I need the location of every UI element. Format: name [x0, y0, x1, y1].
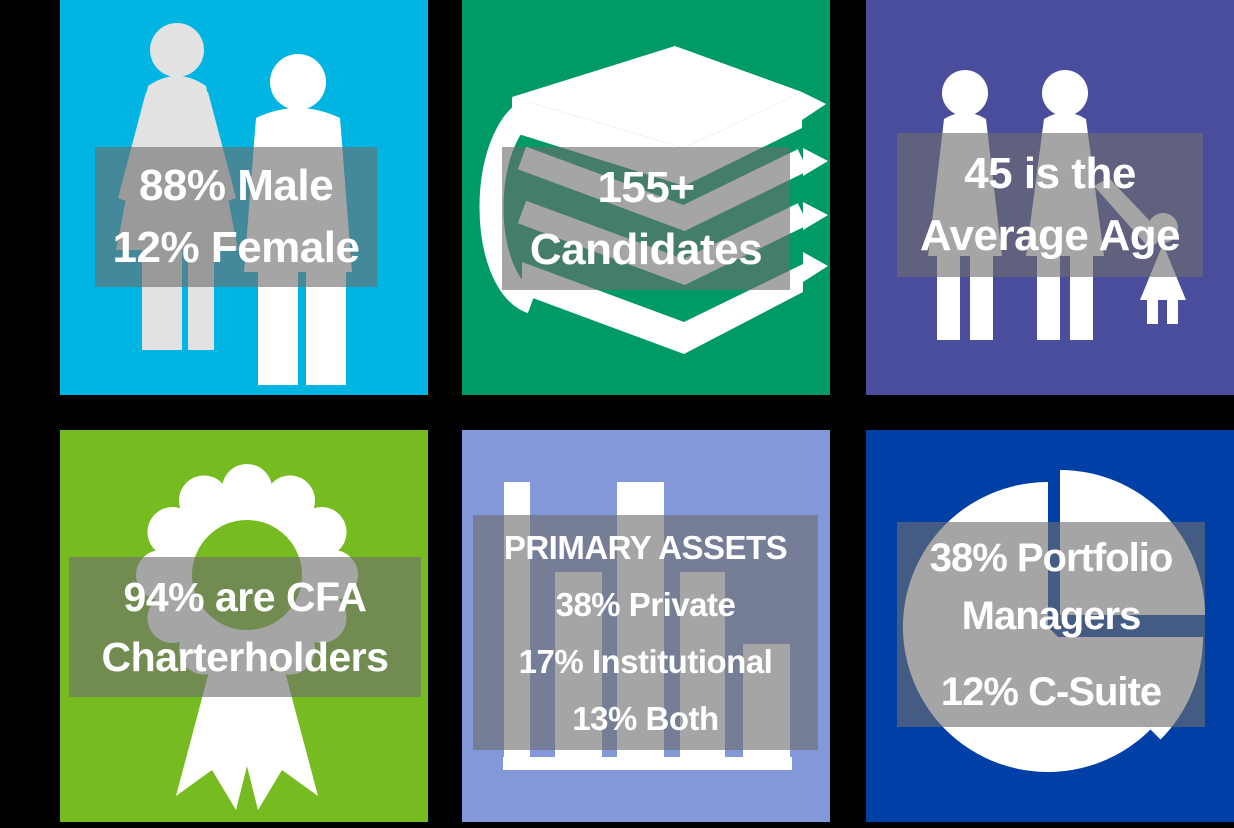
tile-gender: 88% Male 12% Female — [60, 0, 428, 395]
stat-line: Candidates — [529, 224, 763, 274]
tile-roles: 38% Portfolio Managers 12% C-Suite — [866, 430, 1234, 822]
tile-average-age: 45 is the Average Age — [866, 0, 1234, 395]
stat-band-average-age: 45 is the Average Age — [897, 133, 1203, 277]
stat-line: Average Age — [919, 211, 1181, 260]
stat-line: 12% C-Suite — [940, 669, 1162, 714]
stat-line: 88% Male — [138, 161, 334, 210]
stat-line: Managers — [961, 593, 1142, 638]
stat-line: 155+ — [597, 162, 695, 212]
stat-line: 12% Female — [112, 223, 360, 272]
stat-band-candidates: 155+ Candidates — [502, 147, 790, 290]
stat-line: 17% Institutional — [518, 642, 773, 680]
stat-line: Charterholders — [101, 634, 389, 680]
stat-band-gender: 88% Male 12% Female — [95, 147, 377, 287]
stat-line: 13% Both — [572, 699, 719, 737]
stat-band-cfa: 94% are CFA Charterholders — [69, 557, 421, 697]
stat-line: 94% are CFA — [123, 574, 367, 620]
tile-candidates: 155+ Candidates — [462, 0, 830, 395]
stat-line: 38% Private — [555, 585, 736, 623]
stat-band-roles: 38% Portfolio Managers 12% C-Suite — [897, 522, 1205, 727]
tile-primary-assets: PRIMARY ASSETS 38% Private 17% Instituti… — [462, 430, 830, 822]
stat-band-primary-assets: PRIMARY ASSETS 38% Private 17% Instituti… — [473, 515, 818, 750]
stat-line: PRIMARY ASSETS — [503, 528, 788, 566]
tile-cfa-charterholders: 94% are CFA Charterholders — [60, 430, 428, 822]
stat-line: 45 is the — [964, 149, 1136, 198]
stat-line: 38% Portfolio — [929, 535, 1174, 580]
